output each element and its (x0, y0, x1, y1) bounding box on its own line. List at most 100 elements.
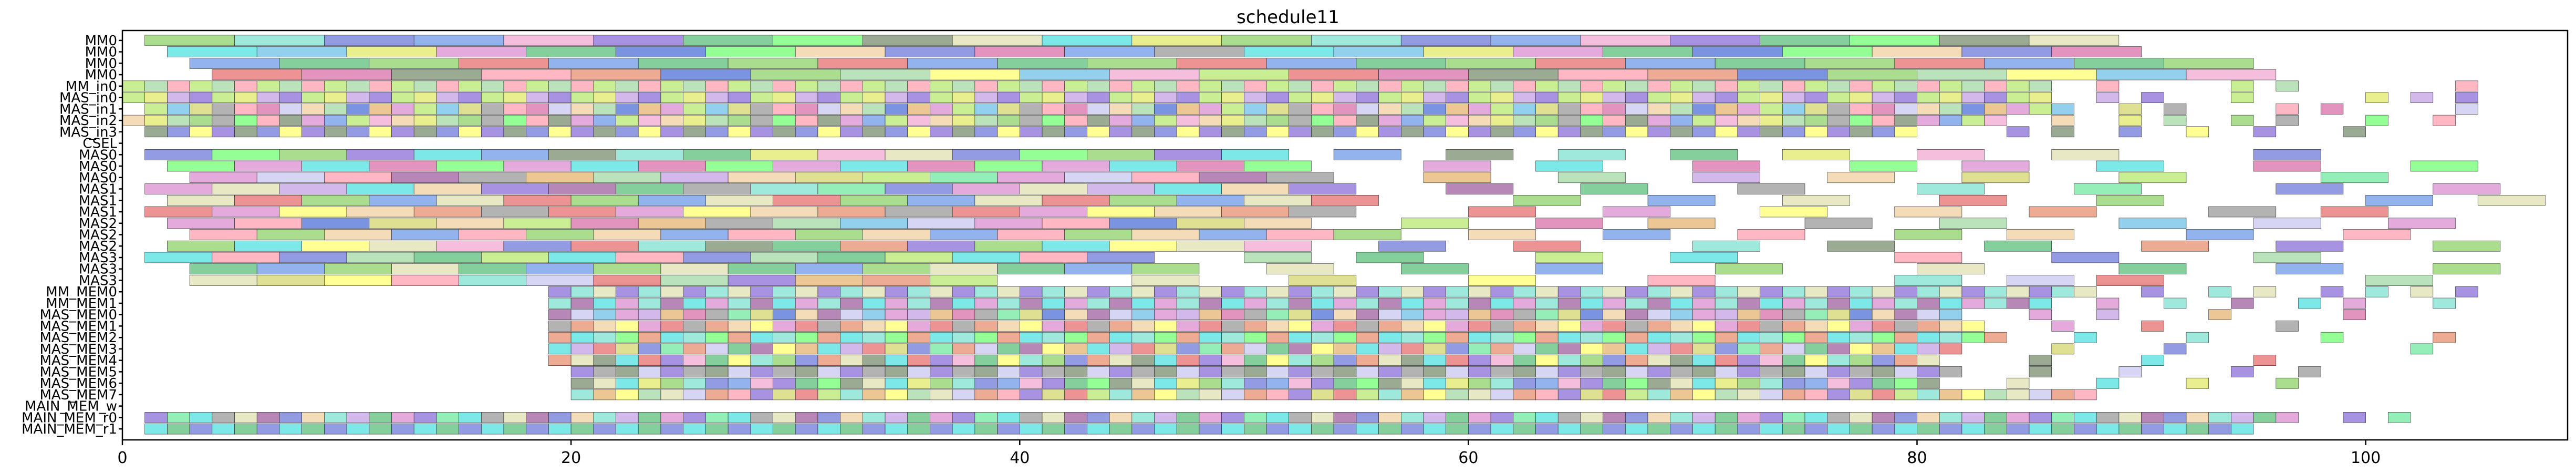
task-bar (459, 92, 482, 103)
task-bar (660, 115, 684, 126)
task-bar (256, 172, 325, 183)
task-bar (1715, 286, 1738, 297)
task-bar (930, 126, 953, 138)
task-bar (1087, 321, 1110, 332)
task-bar (683, 309, 706, 321)
task-bar (1804, 286, 1828, 297)
task-bar (1266, 423, 1290, 435)
task-bar (1109, 309, 1133, 321)
task-bar (144, 115, 168, 126)
task-bar (773, 412, 796, 423)
task-bar (1961, 286, 1985, 297)
task-bar (593, 115, 616, 126)
task-bar (997, 423, 1020, 435)
task-bar (2186, 69, 2277, 80)
task-bar (1804, 92, 1828, 103)
y-tick-label: MAS1 (79, 193, 117, 209)
task-bar (638, 423, 661, 435)
task-bar (863, 80, 886, 92)
task-bar (907, 115, 930, 126)
task-bar (1939, 309, 1962, 321)
task-bar (1827, 366, 1850, 377)
task-bar (728, 263, 796, 275)
task-bar (1154, 126, 1177, 138)
task-bar (1804, 332, 1828, 343)
task-bar (1894, 80, 1917, 92)
task-bar (570, 309, 594, 321)
task-bar (1557, 366, 1581, 377)
task-bar (2118, 126, 2142, 138)
task-bar (302, 423, 325, 435)
task-bar (1176, 377, 1200, 389)
task-bar (369, 115, 392, 126)
task-bar (1266, 377, 1290, 389)
task-bar (997, 263, 1065, 275)
task-bar (885, 92, 908, 103)
task-bar (369, 160, 437, 172)
task-bar (346, 80, 370, 92)
task-bar (1670, 115, 1693, 126)
task-bar (548, 58, 639, 69)
task-bar (2231, 115, 2254, 126)
task-bar (863, 377, 886, 389)
task-bar (907, 58, 998, 69)
task-bar (2231, 412, 2254, 423)
task-bar (1939, 343, 1962, 355)
task-bar (2096, 69, 2187, 80)
task-bar (1760, 206, 1828, 218)
task-bar (1176, 343, 1200, 355)
task-bar (2007, 412, 2030, 423)
task-bar (728, 92, 751, 103)
task-bar (1176, 126, 1200, 138)
task-bar (1468, 126, 1491, 138)
task-bar (2433, 115, 2456, 126)
task-bar (907, 332, 930, 343)
task-bar (1760, 104, 1783, 115)
task-bar (570, 412, 594, 423)
task-bar (1737, 412, 1760, 423)
task-bar (2320, 104, 2344, 115)
task-bar (660, 263, 729, 275)
task-bar (2276, 377, 2299, 389)
task-bar (1490, 92, 1514, 103)
task-bar (1131, 172, 1200, 183)
task-bar (503, 126, 527, 138)
task-bar (1446, 377, 1469, 389)
task-bar (1154, 115, 1177, 126)
task-bar (1087, 412, 1110, 423)
task-bar (1850, 92, 1873, 103)
task-bar (459, 412, 482, 423)
task-bar (1423, 377, 1447, 389)
task-bar (1670, 35, 1760, 46)
task-bar (548, 115, 572, 126)
task-bar (1557, 149, 1626, 160)
task-bar (2051, 389, 2074, 400)
task-bar (683, 366, 706, 377)
task-bar (548, 309, 572, 321)
task-bar (1782, 149, 1850, 160)
task-bar (1490, 35, 1581, 46)
task-bar (1827, 172, 1895, 183)
task-bar (459, 115, 482, 126)
task-bar (840, 377, 863, 389)
task-bar (2096, 423, 2120, 435)
task-bar (728, 332, 751, 343)
task-bar (2007, 286, 2030, 297)
task-bar (1894, 206, 1962, 218)
task-bar (840, 104, 863, 115)
task-bar (2051, 252, 2120, 263)
task-bar (1692, 115, 1716, 126)
task-bar (1311, 194, 1379, 206)
task-bar (1042, 35, 1133, 46)
task-bar (2007, 423, 2030, 435)
task-bar (1782, 366, 1805, 377)
task-bar (1176, 423, 1200, 435)
task-bar (2477, 194, 2546, 206)
task-bar (1468, 229, 1536, 240)
task-bar (1087, 252, 1155, 263)
task-bar (1131, 286, 1155, 297)
task-bar (817, 104, 840, 115)
task-bar (1423, 92, 1447, 103)
task-bar (1401, 309, 1424, 321)
task-bar (1401, 35, 1491, 46)
